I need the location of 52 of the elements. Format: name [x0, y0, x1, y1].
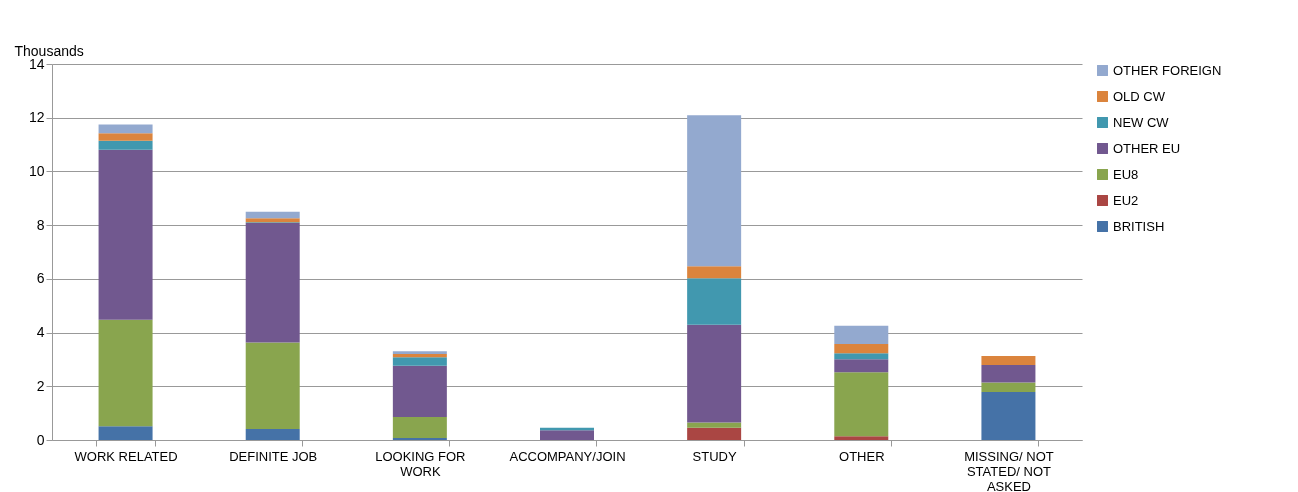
bar: [98, 149, 153, 320]
x-tick-label: STUDY: [692, 448, 737, 464]
bar: [245, 211, 300, 219]
legend-label: BRITISH: [1113, 218, 1165, 234]
y-tick-label: 8: [36, 216, 45, 233]
bar: [98, 319, 153, 427]
x-tick-label: ACCOMPANY/JOIN: [509, 448, 626, 464]
legend-label: OTHER FOREIGN: [1113, 62, 1222, 78]
y-tick-label: 12: [28, 109, 45, 126]
legend-label: OLD CW: [1113, 88, 1166, 104]
bar: [981, 365, 1036, 383]
y-tick-label: 0: [36, 431, 45, 448]
bar: [834, 353, 889, 360]
bar: [392, 365, 447, 417]
x-tick-label: WORK RELATED: [74, 448, 178, 464]
y-tick-label: 6: [36, 270, 45, 287]
bar: [981, 382, 1036, 392]
bar: [834, 372, 889, 437]
bar: [98, 133, 153, 141]
bar: [540, 430, 594, 440]
y-tick-label: 2: [36, 377, 45, 394]
bar: [245, 428, 300, 440]
bar: [245, 222, 300, 343]
bar: [392, 416, 447, 439]
legend-label: EU2: [1113, 192, 1139, 208]
x-tick-label: MISSING/ NOT STATED/ NOT ASKED: [964, 448, 1054, 492]
x-tick-label: DEFINITE JOB: [229, 448, 318, 464]
x-tick-label: LOOKING FOR WORK: [375, 448, 466, 479]
legend-label: EU8: [1113, 166, 1139, 182]
bar: [687, 324, 742, 423]
bar: [981, 391, 1036, 440]
bar: [687, 427, 742, 440]
bar: [98, 426, 153, 440]
y-tick-label: 10: [28, 162, 45, 179]
bar: [687, 115, 742, 267]
bar: [98, 124, 153, 134]
bar: [687, 266, 742, 279]
x-tick-label: OTHER: [839, 448, 885, 464]
y-tick-label: 4: [36, 324, 45, 341]
legend-label: OTHER EU: [1113, 140, 1181, 156]
bar: [687, 278, 742, 325]
bar: [98, 140, 153, 150]
bar: [834, 359, 889, 373]
bar: [245, 342, 300, 429]
bar: [981, 355, 1036, 366]
bar: [834, 325, 889, 345]
bar: [392, 357, 447, 366]
bar: [834, 436, 889, 440]
legend-label: NEW CW: [1113, 114, 1170, 130]
bar: [687, 422, 742, 428]
bar: [834, 344, 889, 354]
bar: [245, 218, 300, 223]
